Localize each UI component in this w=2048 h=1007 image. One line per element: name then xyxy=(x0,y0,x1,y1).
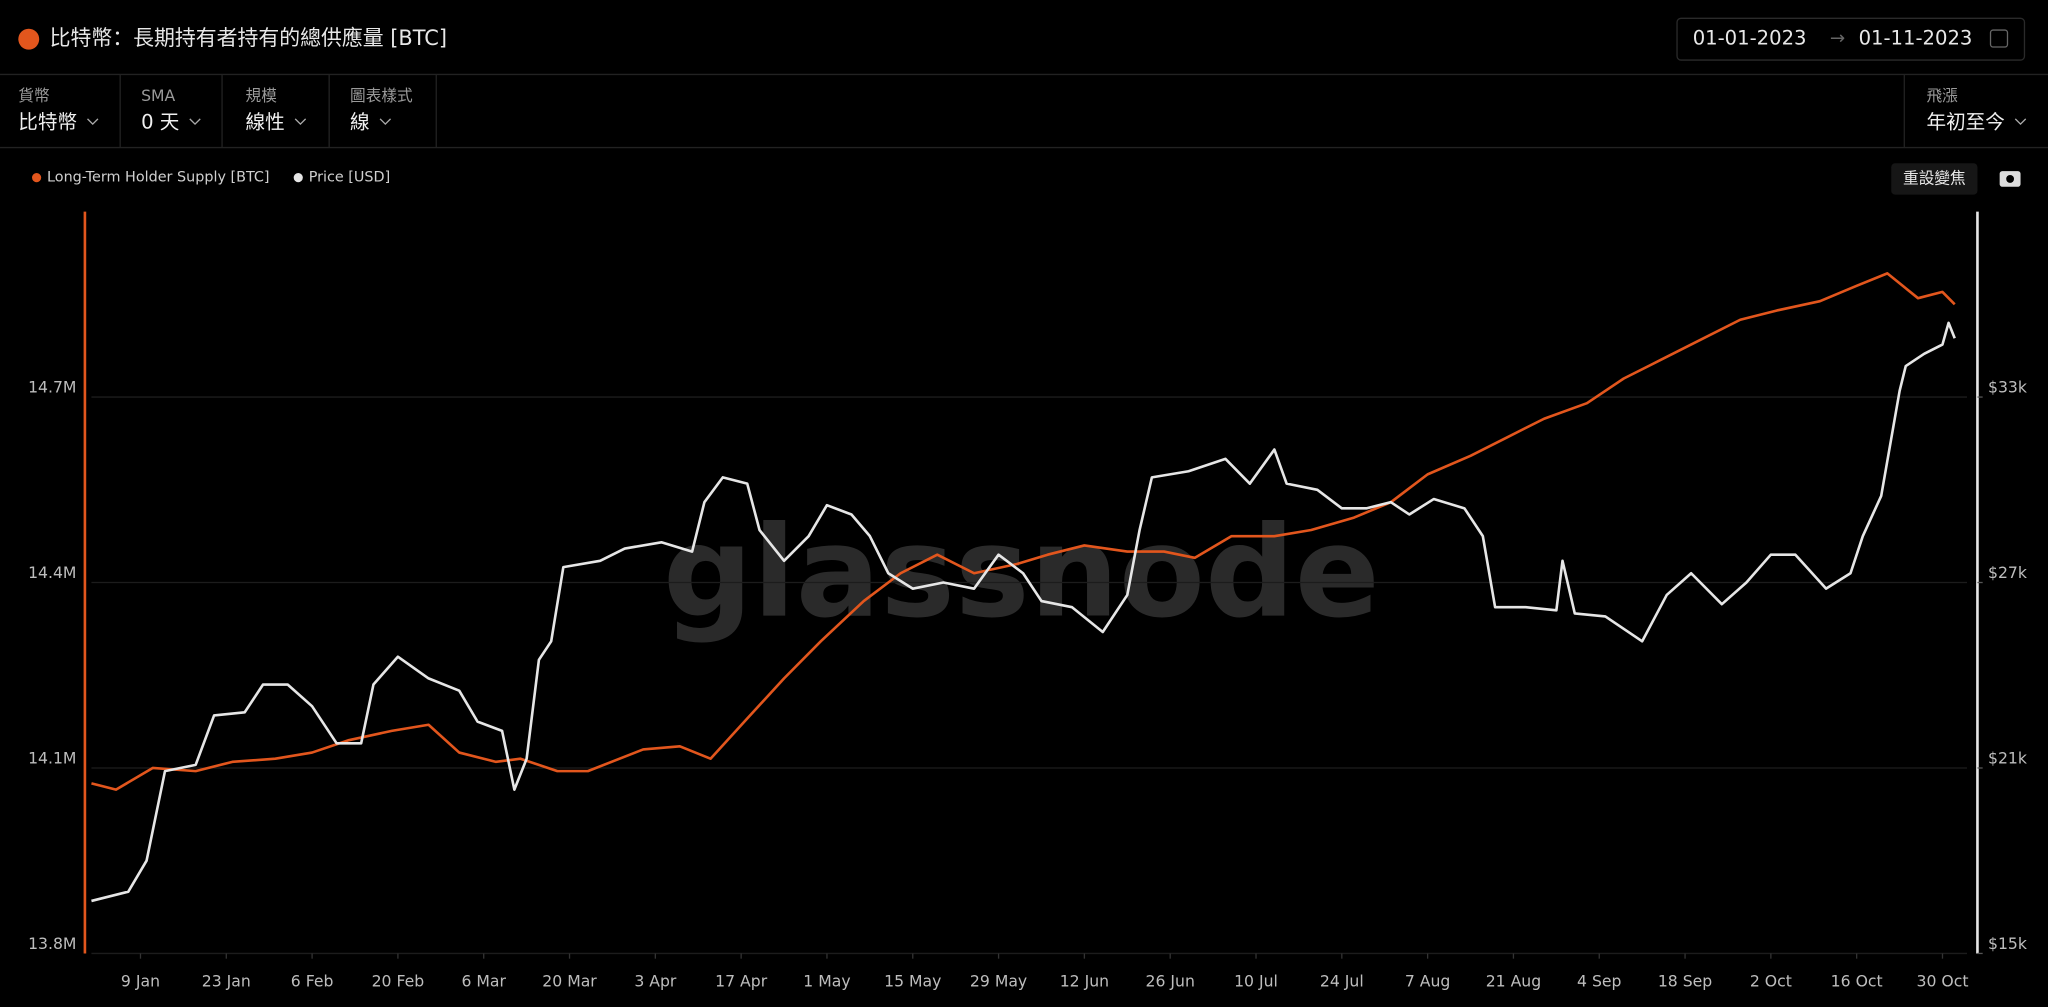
y-tick-label: 13.8M xyxy=(28,934,76,953)
x-tick-label: 30 Oct xyxy=(1916,972,1968,991)
page-title: 比特幣：長期持有者持有的總供應量 [BTC] xyxy=(50,26,447,50)
bitcoin-icon xyxy=(18,28,40,50)
series-line xyxy=(91,272,1956,791)
control-label: 規模 xyxy=(246,86,278,105)
x-tick-label: 16 Oct xyxy=(1831,972,1883,991)
x-tick-label: 17 Apr xyxy=(715,972,768,991)
control-value[interactable]: 0 天 xyxy=(141,110,179,133)
x-tick-label: 23 Jan xyxy=(202,972,251,991)
control-value[interactable]: 線 xyxy=(350,110,370,133)
y2-tick-label: $15k xyxy=(1988,934,2028,953)
reset-zoom-button[interactable] xyxy=(1891,163,1978,195)
x-tick-label: 21 Aug xyxy=(1486,972,1541,991)
control-value[interactable]: 比特幣 xyxy=(18,110,77,133)
x-tick-label: 7 Aug xyxy=(1405,972,1451,991)
control-label: 圖表樣式 xyxy=(350,86,413,105)
calendar-icon[interactable] xyxy=(1989,29,2009,48)
control-label: SMA xyxy=(141,86,175,105)
x-tick-label: 4 Sep xyxy=(1577,972,1622,991)
x-tick-label: 20 Mar xyxy=(542,972,597,991)
reset-zoom-label[interactable]: 重設變焦 xyxy=(1903,168,1966,187)
x-tick-label: 12 Jun xyxy=(1060,972,1109,991)
y2-tick-label: $21k xyxy=(1988,748,2028,767)
x-tick-label: 26 Jun xyxy=(1146,972,1195,991)
y-tick-label: 14.1M xyxy=(28,748,76,767)
x-tick-label: 24 Jul xyxy=(1320,972,1364,991)
y-tick-label: 14.7M xyxy=(28,377,76,396)
camera-icon[interactable] xyxy=(1999,171,2021,187)
control-label: 貨幣 xyxy=(18,86,50,105)
date-end[interactable]: 01-11-2023 xyxy=(1859,27,1973,50)
x-tick-label: 9 Jan xyxy=(121,972,160,991)
dropdown-chevron[interactable] xyxy=(2014,118,2027,126)
control-label: 飛漲 xyxy=(1927,86,1959,105)
x-tick-label: 6 Feb xyxy=(291,972,334,991)
series-line xyxy=(91,321,1956,903)
date-arrow: → xyxy=(1830,28,1845,49)
dropdown-chevron[interactable] xyxy=(189,118,201,126)
legend-label[interactable]: Price [USD] xyxy=(309,170,390,186)
dropdown-chevron[interactable] xyxy=(87,118,99,126)
legend-swatch[interactable] xyxy=(32,173,42,183)
control-value[interactable]: 線性 xyxy=(246,110,285,133)
x-tick-label: 29 May xyxy=(970,972,1027,991)
y2-tick-label: $33k xyxy=(1988,377,2028,396)
date-range-picker[interactable] xyxy=(1676,17,2026,61)
x-tick-label: 10 Jul xyxy=(1234,972,1278,991)
y2-tick-label: $27k xyxy=(1988,563,2028,582)
dropdown-chevron[interactable] xyxy=(379,118,392,126)
x-tick-label: 18 Sep xyxy=(1658,972,1712,991)
control-value[interactable]: 年初至今 xyxy=(1927,110,2005,133)
legend-label[interactable]: Long-Term Holder Supply [BTC] xyxy=(47,170,269,186)
x-tick-label: 15 May xyxy=(884,972,941,991)
legend-swatch[interactable] xyxy=(293,173,303,183)
camera-lens[interactable] xyxy=(2006,175,2015,183)
dropdown-chevron[interactable] xyxy=(294,118,307,126)
x-tick-label: 1 May xyxy=(803,972,850,991)
x-tick-label: 20 Feb xyxy=(372,972,425,991)
x-tick-label: 6 Mar xyxy=(461,972,506,991)
y-tick-label: 14.4M xyxy=(28,563,76,582)
x-tick-label: 3 Apr xyxy=(634,972,677,991)
x-tick-label: 2 Oct xyxy=(1750,972,1792,991)
date-start[interactable]: 01-01-2023 xyxy=(1693,27,1807,50)
